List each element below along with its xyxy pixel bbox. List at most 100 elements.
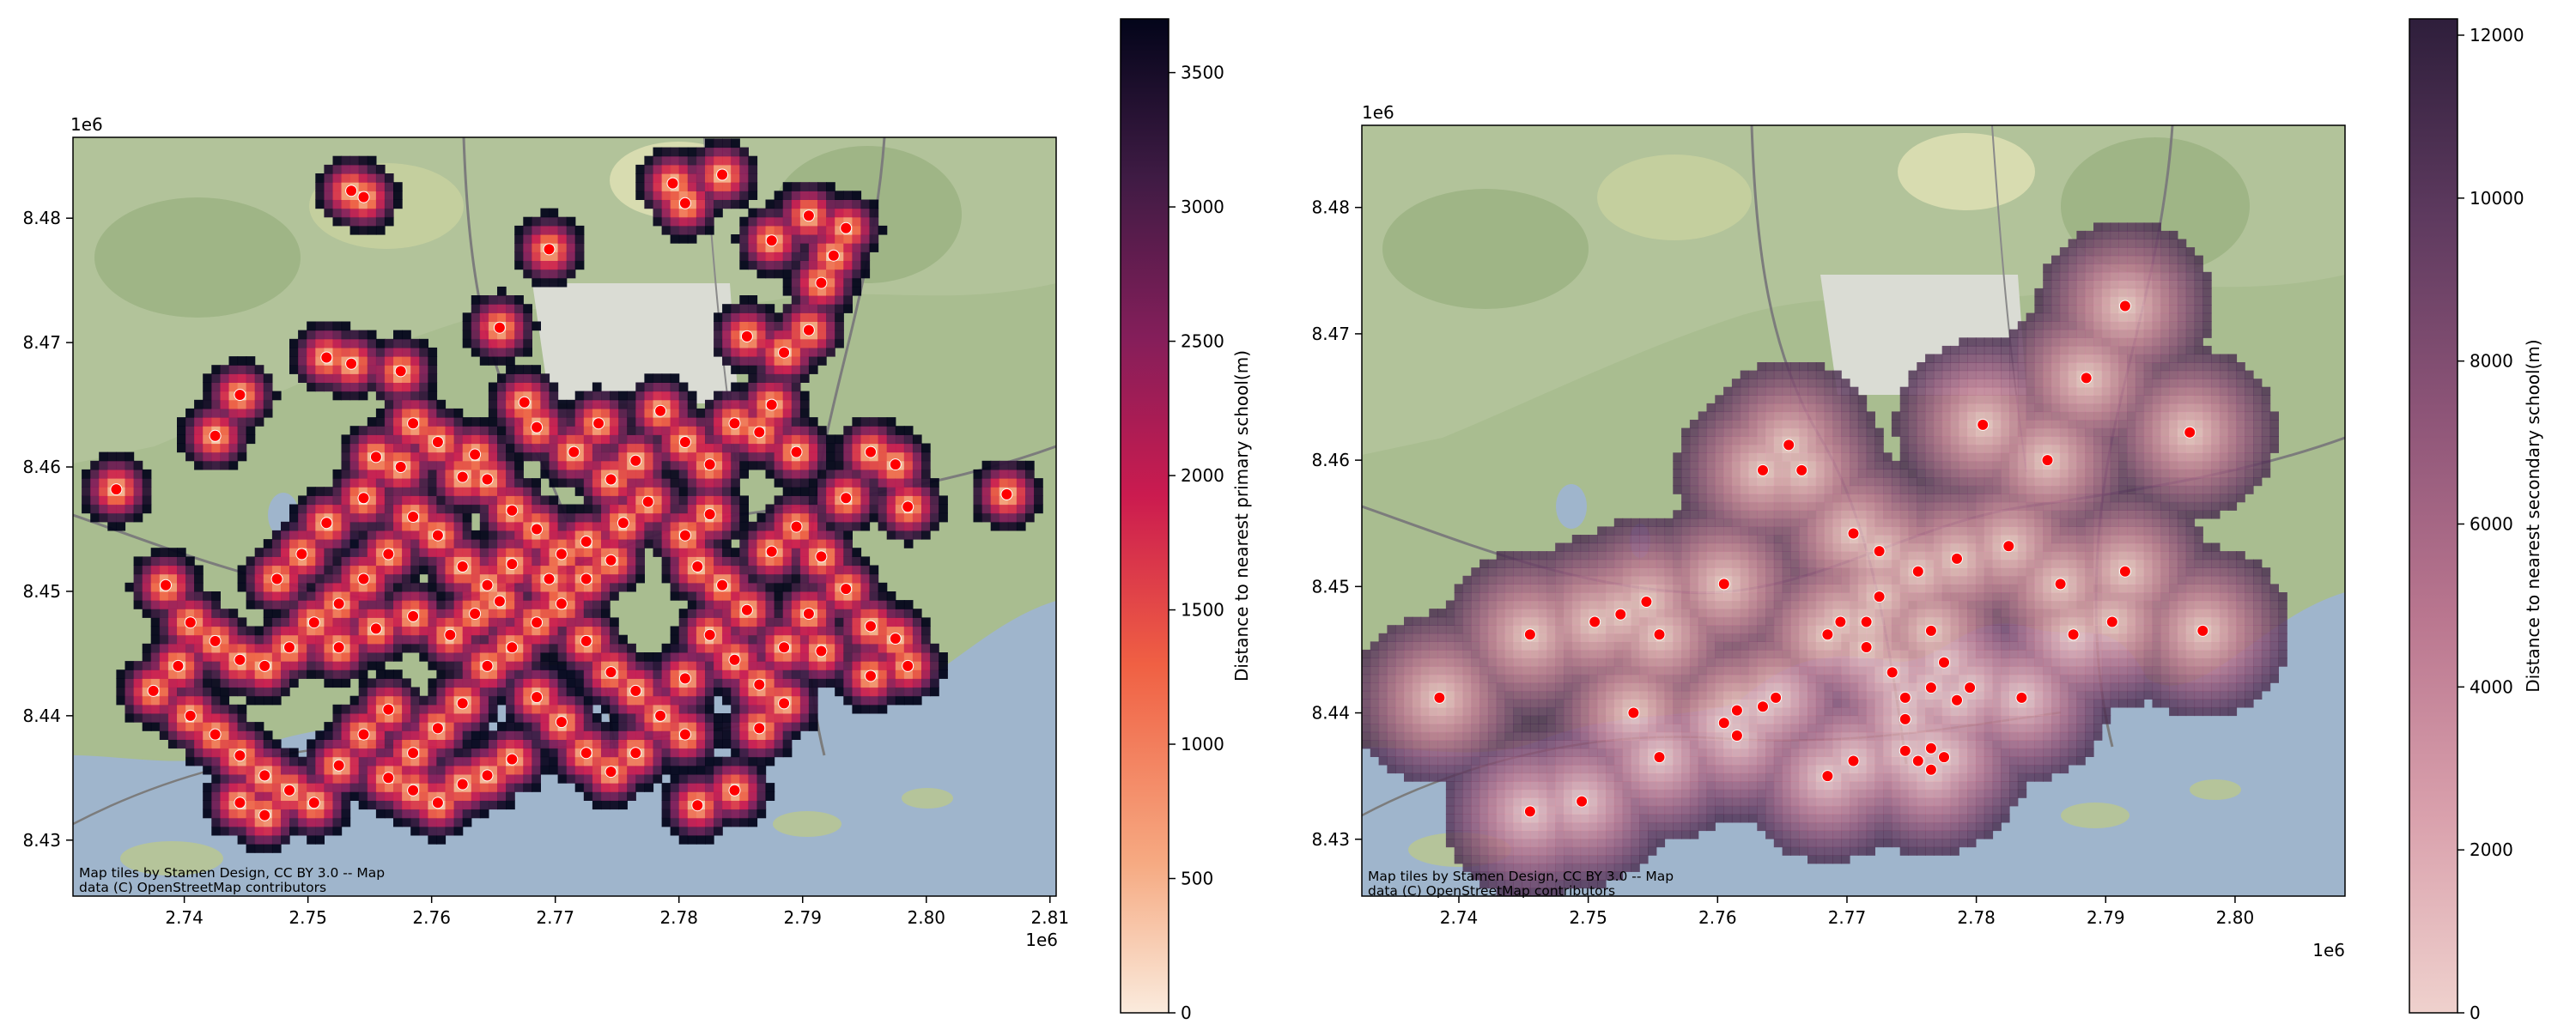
heat-cell: [765, 521, 775, 531]
heat-cell: [817, 269, 827, 279]
heat-cell: [714, 417, 723, 427]
heat-cell: [774, 609, 784, 618]
heat-cell: [497, 478, 507, 488]
heat-cell: [817, 478, 827, 488]
heat-cell: [185, 573, 195, 584]
heat-cell: [618, 713, 628, 723]
heat-cell: [471, 783, 481, 792]
heat-cell: [990, 504, 1000, 514]
heat-cell: [799, 347, 810, 357]
heat-cell: [341, 199, 351, 209]
heat-cell: [324, 800, 334, 810]
map-frame-1: [72, 136, 1057, 897]
heat-cell: [574, 434, 585, 445]
heat-cell: [203, 791, 212, 801]
primary-school-markers: [110, 168, 1013, 821]
heat-cell: [817, 225, 827, 235]
heat-cell: [307, 382, 316, 392]
heat-cell: [1454, 690, 1464, 700]
heat-cell: [506, 765, 515, 775]
heat-cell: [782, 739, 793, 749]
heat-cell: [557, 730, 568, 740]
heat-cell: [332, 330, 343, 340]
heat-cell: [358, 225, 368, 235]
heat-cell: [341, 460, 351, 470]
heat-cell: [1454, 764, 1464, 774]
heat-cell: [341, 347, 351, 357]
heat-cell: [635, 695, 645, 706]
heat-cell: [791, 295, 801, 305]
heat-cell: [349, 634, 360, 645]
heat-cell: [583, 695, 593, 706]
heat-cell: [566, 774, 576, 784]
heat-cell: [583, 495, 593, 506]
heat-cell: [774, 338, 784, 348]
heat-cell: [1412, 616, 1422, 626]
heat-cell: [696, 539, 706, 548]
heat-cell: [324, 582, 334, 592]
heat-cell: [799, 678, 810, 688]
heat-cell: [739, 164, 749, 174]
heat-cell: [523, 391, 532, 401]
heat-cell: [471, 722, 481, 731]
heat-cell: [410, 582, 420, 592]
heat-cell: [298, 800, 307, 810]
heat-cell: [479, 800, 489, 810]
heat-cell: [402, 408, 411, 418]
heat-cell: [497, 643, 507, 653]
heat-cell: [315, 809, 325, 819]
heat-cell: [298, 600, 307, 609]
heat-cell: [835, 478, 844, 488]
heat-cell: [203, 704, 212, 714]
heat-cell: [402, 817, 411, 827]
heat-cell: [592, 730, 602, 740]
heat-cell: [332, 338, 343, 348]
heat-cell: [782, 556, 793, 566]
heat-cell: [860, 634, 871, 645]
heat-cell: [574, 617, 585, 627]
heat-cell: [177, 670, 186, 679]
heat-cell: [644, 173, 654, 183]
heat-cell: [574, 670, 585, 679]
heat-cell: [592, 504, 602, 514]
heat-cell: [540, 391, 550, 401]
heat-cell: [843, 573, 853, 584]
heat-cell: [1462, 805, 1472, 815]
heat-cell: [843, 634, 853, 645]
heat-cell: [523, 251, 532, 261]
heat-cell: [271, 817, 282, 827]
heat-cell: [670, 548, 680, 557]
heat-cell: [497, 774, 507, 784]
heat-cell: [358, 800, 368, 810]
heat-cell: [254, 739, 264, 749]
heat-cell: [228, 774, 239, 784]
heat-cell: [748, 609, 758, 618]
heat-cell: [808, 539, 818, 548]
heat-cell: [307, 643, 316, 653]
heat-cell: [592, 695, 602, 706]
school-marker: [382, 703, 395, 716]
heat-cell: [506, 704, 515, 714]
heat-cell: [1429, 731, 1438, 741]
school-marker: [580, 573, 592, 585]
heat-cell: [436, 521, 447, 531]
heat-cell: [791, 365, 801, 374]
heat-cell: [826, 512, 835, 523]
heat-cell: [116, 451, 126, 462]
heat-cell: [705, 643, 714, 653]
heat-cell: [324, 783, 334, 792]
heat-cell: [384, 434, 394, 445]
heat-cell: [687, 451, 697, 462]
heat-cell: [523, 539, 532, 548]
heat-cell: [82, 487, 91, 496]
heat-cell: [627, 783, 636, 792]
heat-cell: [670, 382, 680, 392]
heat-cell: [739, 626, 749, 636]
heat-cell: [583, 582, 593, 592]
heat-cell: [756, 548, 767, 557]
heat-cell: [419, 495, 428, 506]
heat-cell: [1404, 641, 1413, 651]
heat-cell: [696, 765, 706, 775]
heat-cell: [523, 730, 532, 740]
heat-cell: [281, 809, 290, 819]
